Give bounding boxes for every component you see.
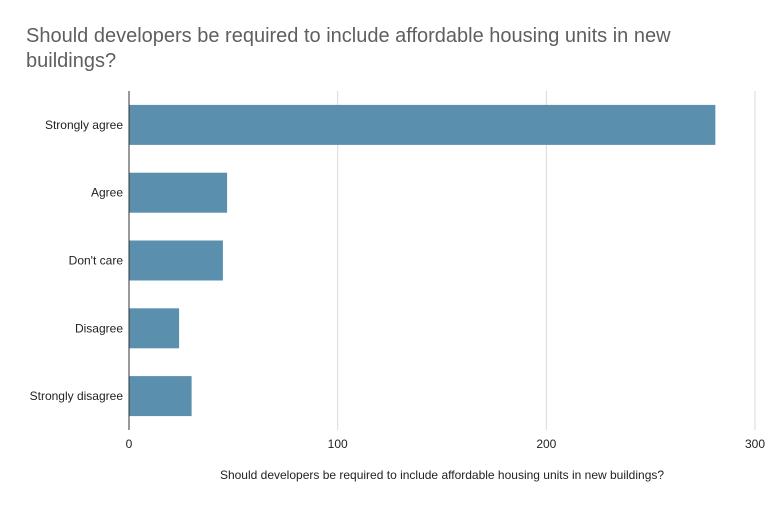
tick-labels: 0 100 200 300 Strongly agree Agree Don't care D… [30, 118, 766, 451]
y-category-label: Disagree [75, 321, 123, 335]
bar-strongly-disagree [129, 376, 192, 417]
bar-strongly-agree [129, 104, 716, 145]
y-category-label: Don't care [69, 254, 124, 268]
gridlines [337, 91, 756, 430]
bars [129, 104, 716, 417]
bar-don-t-care [129, 240, 223, 281]
x-tick-label: 300 [745, 437, 765, 451]
bar-disagree [129, 308, 180, 349]
y-category-label: Strongly agree [45, 118, 123, 132]
x-tick-label: 100 [328, 437, 348, 451]
x-tick-label: 200 [536, 437, 556, 451]
x-axis-title: Should developers be required to include… [220, 468, 664, 482]
y-category-label: Agree [91, 186, 123, 200]
chart-title: Should developers be required to include… [26, 25, 671, 72]
bar-agree [129, 172, 228, 213]
x-tick-label: 0 [126, 437, 133, 451]
y-category-label: Strongly disagree [30, 389, 124, 403]
